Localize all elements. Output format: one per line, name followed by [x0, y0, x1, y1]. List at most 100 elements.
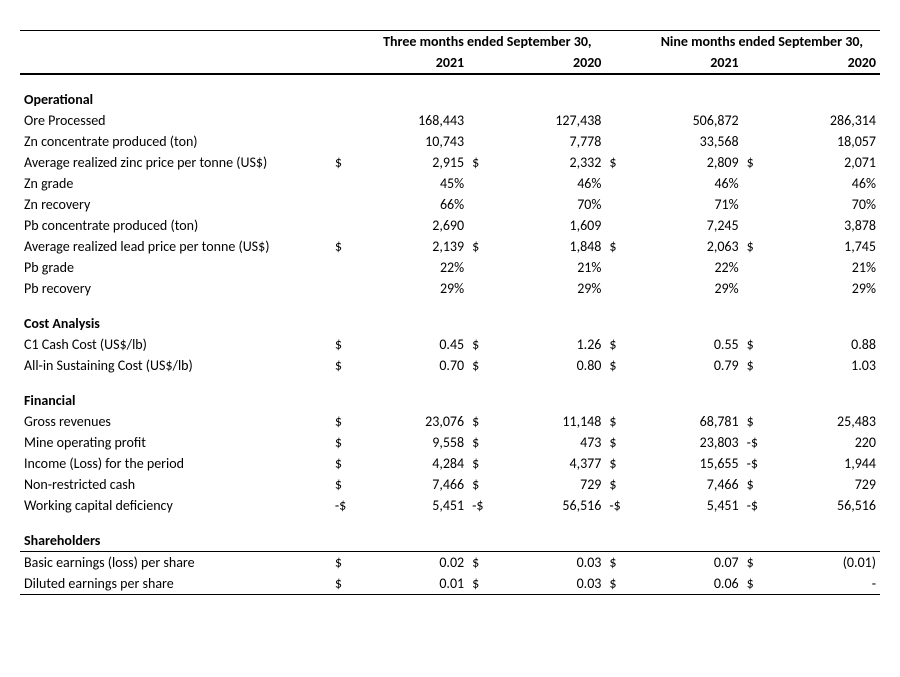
currency-symbol — [468, 173, 506, 194]
cell-value: 7,466 — [644, 474, 743, 495]
table-row: Pb recovery29%29%29%29% — [20, 278, 880, 299]
cell-value: 7,778 — [506, 131, 605, 152]
currency-symbol: $ — [605, 236, 643, 257]
currency-symbol — [605, 173, 643, 194]
row-label: Pb concentrate produced (ton) — [20, 215, 331, 236]
table-row: Non-restricted cash$7,466$729$7,466$729 — [20, 474, 880, 495]
row-label: Diluted earnings per share — [20, 573, 331, 594]
currency-symbol: $ — [743, 573, 781, 594]
cell-value: 0.07 — [644, 552, 743, 573]
table-row: Ore Processed168,443127,438506,872286,31… — [20, 110, 880, 131]
currency-symbol: $ — [468, 573, 506, 594]
currency-symbol — [743, 215, 781, 236]
year-col-4: 2020 — [781, 52, 880, 74]
table-row: Mine operating profit$9,558$473$23,803-$… — [20, 432, 880, 453]
cell-value: 0.45 — [369, 334, 468, 355]
cell-value: 15,655 — [644, 453, 743, 474]
currency-symbol: $ — [331, 152, 369, 173]
currency-symbol: -$ — [468, 495, 506, 516]
row-label: Zn concentrate produced (ton) — [20, 131, 331, 152]
table-row: Pb concentrate produced (ton) 2,690 1,609 7… — [20, 215, 880, 236]
table-row: Diluted earnings per share$0.01$0.03$0.0… — [20, 573, 880, 594]
row-label: Zn recovery — [20, 194, 331, 215]
table-row: Zn grade45%46%46%46% — [20, 173, 880, 194]
cell-value: 29% — [644, 278, 743, 299]
cell-value: 7,466 — [369, 474, 468, 495]
cell-value: 1,609 — [506, 215, 605, 236]
cell-value: 220 — [781, 432, 880, 453]
currency-symbol — [605, 257, 643, 278]
cell-value: 25,483 — [781, 411, 880, 432]
currency-symbol: $ — [605, 355, 643, 376]
currency-symbol — [331, 215, 369, 236]
currency-symbol: $ — [468, 411, 506, 432]
cell-value: 5,451 — [369, 495, 468, 516]
table-row: Average realized lead price per tonne (U… — [20, 236, 880, 257]
currency-symbol: $ — [331, 552, 369, 573]
cell-value: 506,872 — [644, 110, 743, 131]
section-operational: Operational — [20, 89, 880, 110]
section-financial: Financial — [20, 390, 880, 411]
cell-value: 2,332 — [506, 152, 605, 173]
currency-symbol — [605, 215, 643, 236]
cell-value: 45% — [369, 173, 468, 194]
cell-value: 33,568 — [644, 131, 743, 152]
cell-value: 7,245 — [644, 215, 743, 236]
cell-value: 22% — [369, 257, 468, 278]
currency-symbol: $ — [605, 474, 643, 495]
currency-symbol: $ — [743, 152, 781, 173]
cell-value: 1,944 — [781, 453, 880, 474]
cell-value: 168,443 — [369, 110, 468, 131]
cell-value: 5,451 — [644, 495, 743, 516]
section-title-financial: Financial — [20, 390, 331, 411]
currency-symbol: -$ — [605, 495, 643, 516]
table-row: Zn concentrate produced (ton)10,7437,778… — [20, 131, 880, 152]
header-row-periods: Three months ended September 30, Nine mo… — [20, 31, 880, 52]
currency-symbol: $ — [605, 453, 643, 474]
cell-value: 46% — [506, 173, 605, 194]
cell-value: 473 — [506, 432, 605, 453]
currency-symbol: $ — [743, 474, 781, 495]
currency-symbol: $ — [468, 236, 506, 257]
cell-value: 70% — [506, 194, 605, 215]
section-cost: Cost Analysis — [20, 313, 880, 334]
row-label: Working capital deficiency — [20, 495, 331, 516]
row-label: C1 Cash Cost (US$/lb) — [20, 334, 331, 355]
currency-symbol: $ — [331, 573, 369, 594]
cell-value: 56,516 — [781, 495, 880, 516]
cell-value: 1.26 — [506, 334, 605, 355]
currency-symbol — [331, 131, 369, 152]
currency-symbol — [743, 278, 781, 299]
currency-symbol: -$ — [743, 495, 781, 516]
currency-symbol: $ — [468, 152, 506, 173]
cell-value: 9,558 — [369, 432, 468, 453]
cell-value: 2,809 — [644, 152, 743, 173]
row-label: Pb grade — [20, 257, 331, 278]
cell-value: 29% — [781, 278, 880, 299]
cell-value: 0.03 — [506, 552, 605, 573]
row-label: Zn grade — [20, 173, 331, 194]
currency-symbol — [605, 278, 643, 299]
currency-symbol: $ — [468, 474, 506, 495]
cell-value: - — [781, 573, 880, 594]
cell-value: 0.70 — [369, 355, 468, 376]
cell-value: 18,057 — [781, 131, 880, 152]
currency-symbol — [468, 194, 506, 215]
row-label: Income (Loss) for the period — [20, 453, 331, 474]
cell-value: 2,690 — [369, 215, 468, 236]
currency-symbol — [743, 257, 781, 278]
cell-value: 4,377 — [506, 453, 605, 474]
cell-value: 0.06 — [644, 573, 743, 594]
currency-symbol: $ — [605, 334, 643, 355]
currency-symbol: $ — [468, 432, 506, 453]
currency-symbol: -$ — [331, 495, 369, 516]
cell-value: 21% — [781, 257, 880, 278]
cell-value: 1,745 — [781, 236, 880, 257]
row-label: Mine operating profit — [20, 432, 331, 453]
section-title-operational: Operational — [20, 89, 331, 110]
table-row: Income (Loss) for the period$4,284$4,377… — [20, 453, 880, 474]
cell-value: 70% — [781, 194, 880, 215]
cell-value: 0.03 — [506, 573, 605, 594]
cell-value: 4,284 — [369, 453, 468, 474]
currency-symbol — [468, 278, 506, 299]
